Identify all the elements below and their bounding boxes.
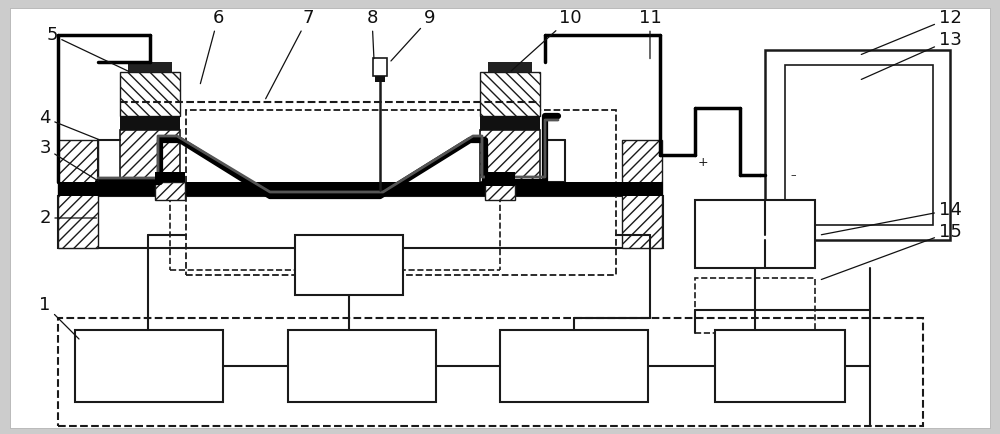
Bar: [480, 116, 540, 130]
Bar: [120, 130, 180, 182]
Bar: [58, 196, 663, 248]
Text: 6: 6: [200, 9, 224, 84]
Text: 10: 10: [511, 9, 581, 71]
Bar: [480, 72, 540, 116]
Bar: [480, 130, 540, 182]
Text: 8: 8: [366, 9, 378, 59]
Bar: [75, 330, 223, 402]
Bar: [155, 182, 185, 200]
Bar: [186, 110, 616, 275]
Bar: [622, 140, 662, 248]
Text: 1: 1: [39, 296, 79, 339]
Bar: [715, 330, 845, 402]
Bar: [120, 116, 180, 130]
Bar: [485, 172, 515, 186]
Text: 5: 5: [46, 26, 129, 72]
Text: 3: 3: [39, 139, 99, 181]
Text: 15: 15: [821, 223, 961, 279]
Bar: [155, 172, 185, 182]
Text: 2: 2: [39, 209, 97, 227]
Bar: [485, 182, 515, 200]
Bar: [58, 140, 98, 248]
Bar: [373, 58, 387, 76]
Bar: [128, 62, 172, 72]
Bar: [58, 182, 663, 196]
Text: –: –: [790, 170, 796, 180]
Text: 7: 7: [266, 9, 314, 99]
Bar: [500, 330, 648, 402]
Bar: [765, 50, 950, 240]
Bar: [58, 318, 923, 426]
Text: 12: 12: [861, 9, 961, 55]
Text: +: +: [698, 155, 708, 168]
Bar: [375, 76, 385, 82]
Text: 14: 14: [821, 201, 961, 235]
Text: 9: 9: [391, 9, 436, 61]
Text: 13: 13: [861, 31, 961, 79]
Text: 11: 11: [639, 9, 661, 59]
Bar: [120, 72, 180, 116]
Bar: [488, 62, 532, 72]
Bar: [695, 200, 815, 268]
Bar: [288, 330, 436, 402]
Bar: [295, 235, 403, 295]
Bar: [695, 278, 815, 333]
Bar: [785, 65, 933, 225]
Text: 4: 4: [39, 109, 99, 139]
